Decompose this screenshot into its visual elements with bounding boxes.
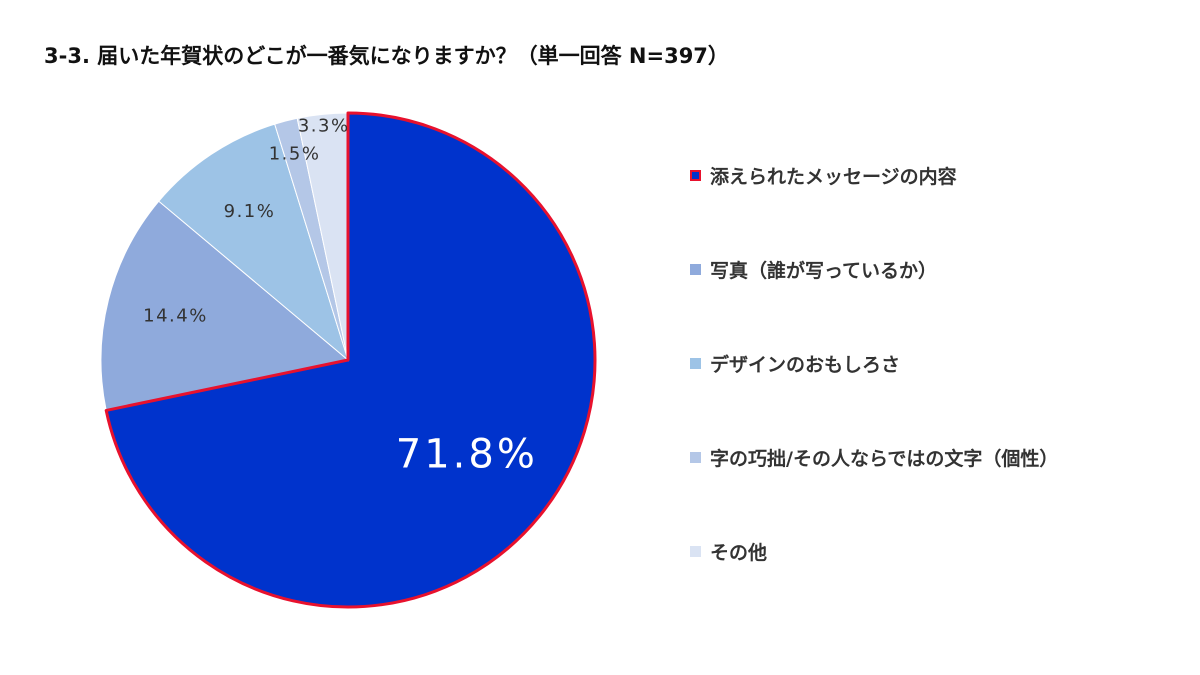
data-label-1: 71.8% xyxy=(396,432,538,478)
legend-item-4: 字の巧拙/その人ならではの文字（個性） xyxy=(690,442,1058,472)
data-label-5: 3.3% xyxy=(298,116,350,137)
legend-swatch-5 xyxy=(690,545,701,557)
legend-label-1: 添えられたメッセージの内容 xyxy=(710,165,957,188)
legend-label-4: 字の巧拙/その人ならではの文字（個性） xyxy=(710,447,1059,470)
legend-label-5: その他 xyxy=(710,541,768,564)
legend-item-5: その他 xyxy=(690,536,767,566)
legend-label-2: 写真（誰が写っているか） xyxy=(710,259,938,282)
legend-item-3: デザインのおもしろさ xyxy=(690,348,900,378)
legend-swatch-3 xyxy=(690,357,701,369)
data-label-3: 9.1% xyxy=(224,201,276,222)
data-label-2: 14.4% xyxy=(143,306,208,327)
pie-slice-3 xyxy=(158,123,349,362)
legend-swatch-2 xyxy=(690,263,701,275)
legend-label-3: デザインのおもしろさ xyxy=(710,353,901,376)
chart-title: 3-3. 届いた年賀状のどこが一番気になりますか？（単一回答 N=397） xyxy=(44,44,729,68)
legend-item-1: 添えられたメッセージの内容 xyxy=(690,160,957,190)
legend-swatch-4 xyxy=(690,451,701,463)
pie-slice-2 xyxy=(100,200,350,412)
highlight-outline xyxy=(104,111,597,609)
legend-item-2: 写真（誰が写っているか） xyxy=(690,254,937,284)
data-label-4: 1.5% xyxy=(269,143,321,164)
legend-swatch-1 xyxy=(690,169,701,181)
